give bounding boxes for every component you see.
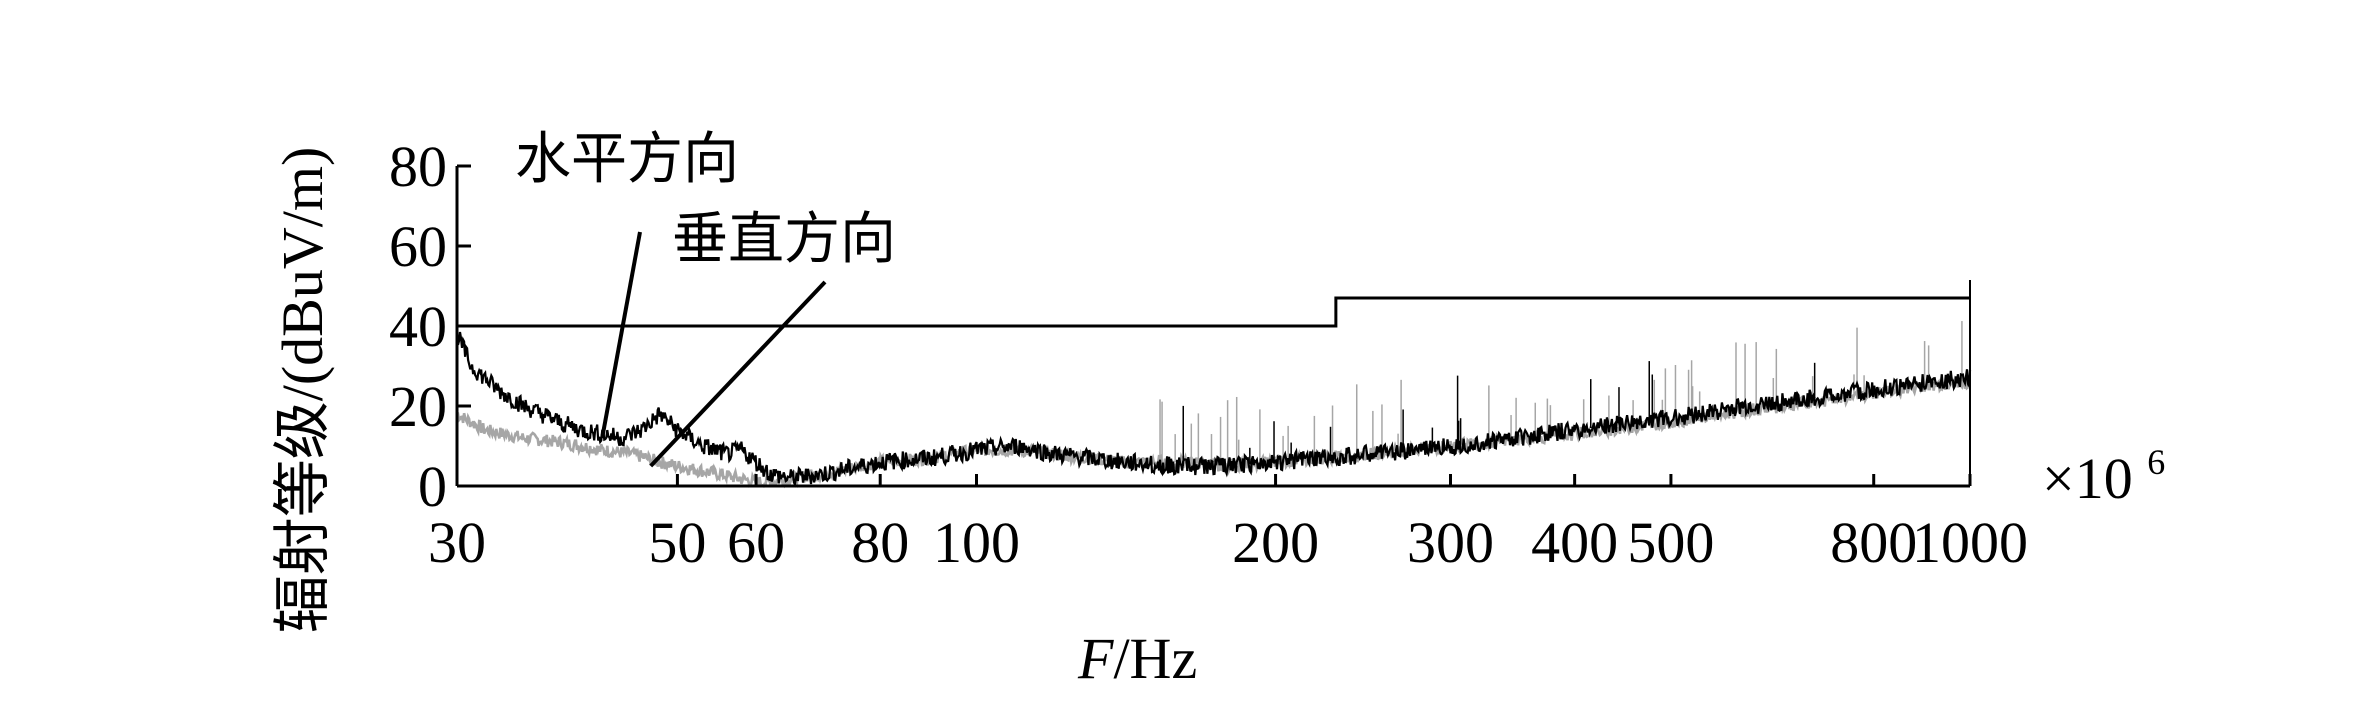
series-layer <box>455 296 1972 489</box>
x-tick-label: 400 <box>1531 510 1618 575</box>
y-tick-label: 80 <box>389 134 447 199</box>
x-tick-label: 300 <box>1407 510 1494 575</box>
x-tick-label: 100 <box>933 510 1020 575</box>
limit-line <box>457 296 1970 328</box>
x-axis-title-unit: /Hz <box>1113 626 1197 691</box>
series-black-trace <box>455 331 1972 488</box>
y-axis-title: 辐射等级/(dBuV/m) <box>270 147 335 634</box>
x-axis-title-italic: F <box>1077 626 1114 691</box>
x-multiplier-exponent: 6 <box>2147 442 2165 482</box>
annotation-horizontal-pointer <box>600 231 642 439</box>
x-tick-label: 30 <box>428 510 486 575</box>
x-axis-title: F/Hz <box>1077 626 1197 691</box>
x-tick-label: 500 <box>1627 510 1714 575</box>
x-tick-label: 60 <box>727 510 785 575</box>
y-tick-label: 0 <box>418 454 447 519</box>
x-tick-label: 800 <box>1830 510 1917 575</box>
annotation-vertical-pointer <box>649 280 827 468</box>
x-multiplier-base: ×10 <box>2042 446 2133 511</box>
y-tick-label: 40 <box>389 294 447 359</box>
x-tick-label: 50 <box>648 510 706 575</box>
annotation-horizontal-label: 水平方向 <box>515 127 739 192</box>
x-tick-label: 200 <box>1232 510 1319 575</box>
annotation-vertical-label: 垂直方向 <box>672 207 896 272</box>
x-tick-label: 80 <box>851 510 909 575</box>
x-multiplier: ×10 6 <box>2042 442 2165 511</box>
y-tick-label: 20 <box>389 374 447 439</box>
y-tick-label: 60 <box>389 214 447 279</box>
x-tick-label: 1000 <box>1912 510 2028 575</box>
y-ticks: 0 20 40 60 80 <box>389 134 471 519</box>
